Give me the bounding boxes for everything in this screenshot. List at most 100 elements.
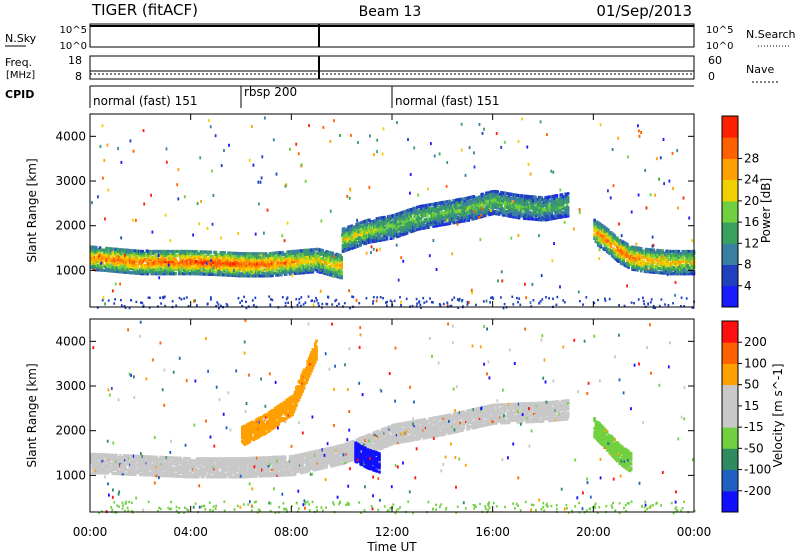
data-cell	[340, 266, 343, 270]
data-cell	[452, 199, 455, 203]
data-cell	[505, 212, 508, 216]
data-cell	[331, 251, 335, 255]
data-cell	[150, 270, 153, 274]
data-cell	[361, 220, 365, 224]
data-cell	[493, 205, 497, 210]
nave-tick-bottom: 0	[708, 70, 715, 83]
data-cell	[644, 168, 647, 172]
data-cell	[356, 218, 358, 222]
colorbar-segment	[722, 200, 738, 223]
data-cell	[478, 211, 482, 215]
data-cell	[519, 303, 522, 306]
data-cell	[599, 225, 603, 229]
freq-tick-top: 18	[68, 54, 82, 67]
data-cell	[403, 220, 406, 224]
data-cell	[293, 253, 297, 257]
data-cell	[108, 461, 112, 465]
data-cell	[131, 460, 135, 464]
data-cell	[101, 459, 104, 463]
data-cell	[670, 262, 673, 266]
data-cell	[643, 302, 646, 306]
data-cell	[350, 133, 352, 137]
data-cell	[372, 302, 374, 305]
data-cell	[264, 254, 268, 258]
data-cell	[663, 182, 665, 186]
data-cell	[195, 268, 199, 272]
data-cell	[436, 210, 439, 214]
data-cell	[174, 272, 177, 276]
nsearch-label: N.Search	[746, 28, 796, 41]
data-cell	[134, 466, 137, 470]
data-cell	[535, 205, 539, 209]
data-cell	[174, 262, 177, 266]
data-cell	[525, 198, 528, 202]
data-cell	[142, 455, 146, 459]
data-cell	[531, 201, 535, 205]
data-cell	[124, 468, 127, 472]
data-cell	[275, 172, 278, 176]
data-cell	[491, 296, 494, 299]
data-cell	[548, 203, 551, 207]
data-cell	[338, 302, 340, 306]
data-cell	[225, 257, 229, 261]
data-cell	[635, 242, 638, 246]
data-cell	[161, 258, 165, 262]
data-cell	[110, 265, 113, 269]
data-cell	[254, 232, 257, 236]
data-cell	[651, 262, 654, 266]
data-cell	[202, 260, 205, 264]
data-cell	[651, 244, 654, 248]
data-cell	[422, 224, 425, 228]
data-cell	[175, 268, 179, 272]
data-cell	[637, 124, 639, 128]
data-cell	[630, 210, 633, 214]
data-cell	[538, 205, 541, 210]
data-cell	[270, 298, 272, 301]
data-cell	[110, 457, 113, 461]
data-cell	[237, 270, 240, 274]
data-cell	[417, 193, 420, 197]
data-cell	[556, 295, 559, 299]
data-cell	[193, 299, 195, 303]
data-cell	[280, 273, 283, 277]
data-cell	[541, 204, 545, 208]
data-cell	[578, 211, 581, 214]
data-cell	[677, 266, 681, 270]
data-cell	[673, 270, 677, 274]
data-cell	[599, 241, 603, 245]
data-cell	[524, 214, 527, 218]
data-cell	[456, 208, 459, 212]
data-cell	[638, 258, 642, 263]
data-cell	[536, 199, 540, 203]
data-cell	[432, 301, 434, 304]
data-cell	[653, 266, 657, 270]
data-cell	[425, 300, 428, 303]
data-cell	[670, 268, 673, 272]
data-cell	[198, 222, 201, 226]
data-cell	[650, 301, 652, 304]
data-cell	[478, 216, 480, 220]
data-cell	[446, 161, 449, 164]
data-cell	[599, 223, 603, 227]
data-cell	[126, 248, 130, 252]
data-cell	[256, 254, 259, 258]
data-cell	[381, 224, 385, 228]
data-cell	[594, 221, 598, 225]
data-cell	[165, 160, 168, 164]
data-cell	[206, 303, 209, 306]
data-cell	[197, 252, 200, 256]
data-cell	[245, 300, 247, 303]
data-cell	[644, 263, 648, 268]
data-cell	[652, 254, 656, 258]
data-cell	[566, 214, 570, 218]
data-cell	[271, 255, 274, 259]
data-cell	[473, 151, 475, 155]
data-cell	[511, 200, 514, 204]
data-cell	[652, 306, 655, 309]
data-cell	[268, 295, 271, 298]
data-cell	[512, 211, 516, 215]
data-cell	[515, 201, 518, 205]
data-cell	[602, 229, 605, 233]
data-cell	[127, 256, 131, 261]
data-cell	[526, 206, 530, 211]
